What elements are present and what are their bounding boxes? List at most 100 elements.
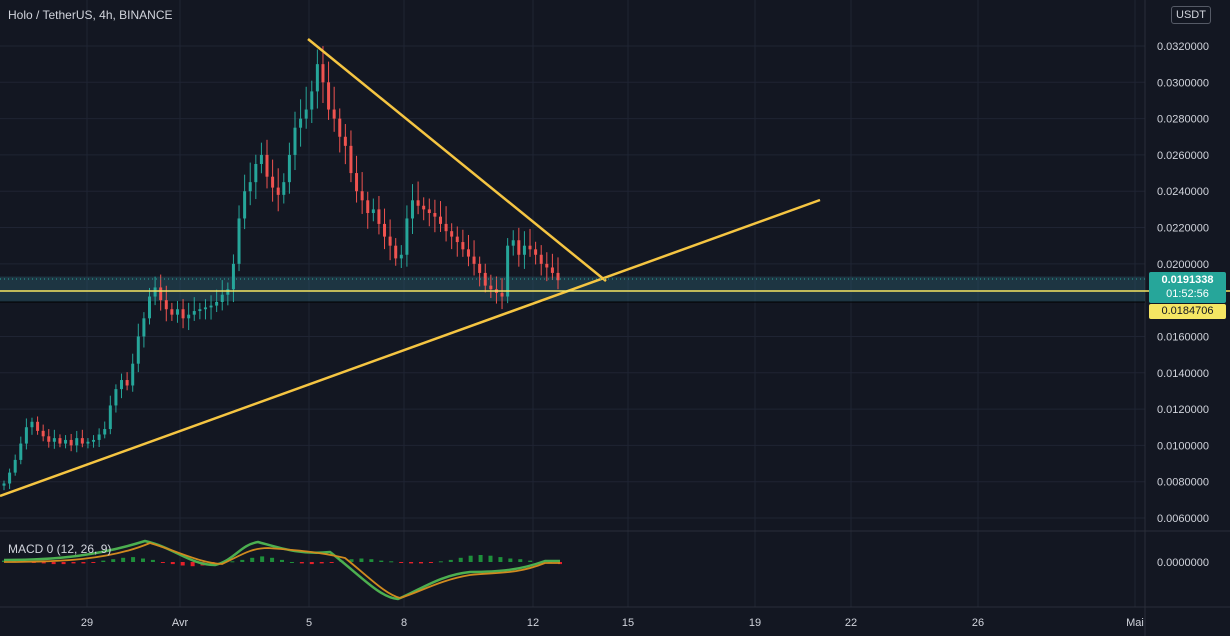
macd-histogram-bar: [399, 562, 404, 563]
candle-body: [215, 301, 219, 306]
price-axis-label: 0.0100000: [1157, 440, 1209, 452]
candle-body: [539, 254, 543, 264]
currency-button[interactable]: USDT: [1171, 6, 1211, 24]
candle-body: [170, 309, 174, 315]
candle-body: [86, 441, 90, 444]
candle-body: [209, 305, 213, 308]
candle-body: [19, 443, 23, 460]
candle-body: [528, 245, 532, 250]
candle-body: [175, 309, 179, 315]
candle-body: [120, 380, 124, 390]
candle-body: [80, 438, 84, 444]
candle-body: [534, 249, 538, 255]
candle-body: [327, 82, 331, 110]
macd-histogram-bar: [319, 562, 324, 564]
candle-body: [220, 294, 224, 302]
price-axis-label: 0.0120000: [1157, 404, 1209, 416]
macd-histogram-bar: [409, 562, 414, 564]
candle-body: [500, 292, 504, 297]
macd-histogram-bar: [170, 562, 175, 565]
candle-body: [310, 91, 314, 110]
macd-histogram-bar: [121, 557, 126, 562]
macd-histogram-bar: [379, 560, 384, 562]
price-axis-label: 0.0320000: [1157, 41, 1209, 53]
macd-histogram-bar: [230, 561, 235, 563]
candle-body: [315, 64, 319, 92]
time-axis-label: 26: [972, 617, 984, 629]
macd-histogram-bar: [359, 558, 364, 562]
candle-body: [411, 200, 415, 219]
candle-body: [248, 182, 252, 192]
candle-body: [259, 154, 263, 164]
candle-body: [545, 263, 549, 268]
macd-histogram-bar: [61, 562, 66, 565]
candle-body: [254, 164, 258, 183]
candle-body: [511, 240, 515, 246]
candle-body: [75, 438, 79, 446]
candle-body: [405, 218, 409, 255]
candle-body: [147, 296, 151, 319]
macd-histogram-bar: [329, 562, 334, 563]
macd-histogram-bar: [190, 562, 195, 567]
candle-body: [136, 336, 140, 364]
last-price-tag: 0.0191338 01:52:56: [1149, 272, 1226, 303]
price-axis-label: 0.0080000: [1157, 477, 1209, 489]
candle-body: [366, 200, 370, 214]
time-axis-label: 8: [401, 617, 407, 629]
macd-histogram-bar: [250, 557, 255, 562]
candle-body: [438, 216, 442, 224]
candle-body: [343, 136, 347, 146]
macd-histogram-bar: [299, 562, 304, 564]
macd-indicator-label[interactable]: MACD 0 (12, 26, 9): [8, 542, 112, 556]
macd-histogram-bar: [438, 561, 443, 563]
candle-body: [321, 64, 325, 83]
time-axis-label: 22: [845, 617, 857, 629]
candle-body: [332, 109, 336, 119]
candle-body: [399, 254, 403, 259]
candle-body: [265, 154, 269, 177]
candle-body: [371, 209, 375, 214]
candle-body: [282, 182, 286, 195]
macd-histogram-bar: [289, 562, 294, 563]
macd-histogram-bar: [498, 557, 503, 562]
candle-body: [64, 439, 68, 444]
candle-body: [192, 311, 196, 315]
horizontal-line-price-tag: 0.0184706: [1149, 304, 1226, 319]
macd-histogram-bar: [270, 557, 275, 562]
macd-histogram-bar: [389, 561, 394, 563]
macd-histogram-bar: [131, 557, 136, 562]
macd-histogram-bar: [71, 562, 76, 564]
candle-body: [394, 245, 398, 259]
macd-histogram-bar: [180, 562, 185, 566]
time-axis-label: 5: [306, 617, 312, 629]
candle-body: [478, 263, 482, 273]
bar-countdown: 01:52:56: [1166, 288, 1209, 300]
candle-body: [461, 242, 465, 250]
candle-body: [506, 245, 510, 297]
signal-line: [3, 542, 560, 599]
time-axis-label: 29: [81, 617, 93, 629]
candle-body: [108, 405, 112, 430]
macd-histogram-bar: [528, 560, 533, 562]
macd-histogram-bar: [518, 559, 523, 562]
macd-histogram-bar: [141, 558, 145, 562]
candle-body: [466, 249, 470, 257]
candle-body: [114, 389, 118, 406]
candle-body: [304, 109, 308, 119]
ascending-trendline: [0, 198, 821, 498]
candle-body: [271, 176, 275, 188]
candle-body: [444, 223, 448, 232]
candle-body: [198, 309, 202, 312]
candle-body: [293, 127, 297, 155]
candle-body: [472, 256, 476, 264]
candle-body: [41, 430, 45, 437]
macd-histogram-bar: [51, 562, 56, 565]
candle-body: [427, 209, 431, 214]
candle-body: [556, 272, 560, 281]
candle-body: [13, 459, 17, 473]
price-axis-label: 0.0200000: [1157, 259, 1209, 271]
candle-body: [8, 472, 12, 484]
macd-histogram-bar: [468, 555, 473, 562]
candle-body: [388, 236, 392, 246]
